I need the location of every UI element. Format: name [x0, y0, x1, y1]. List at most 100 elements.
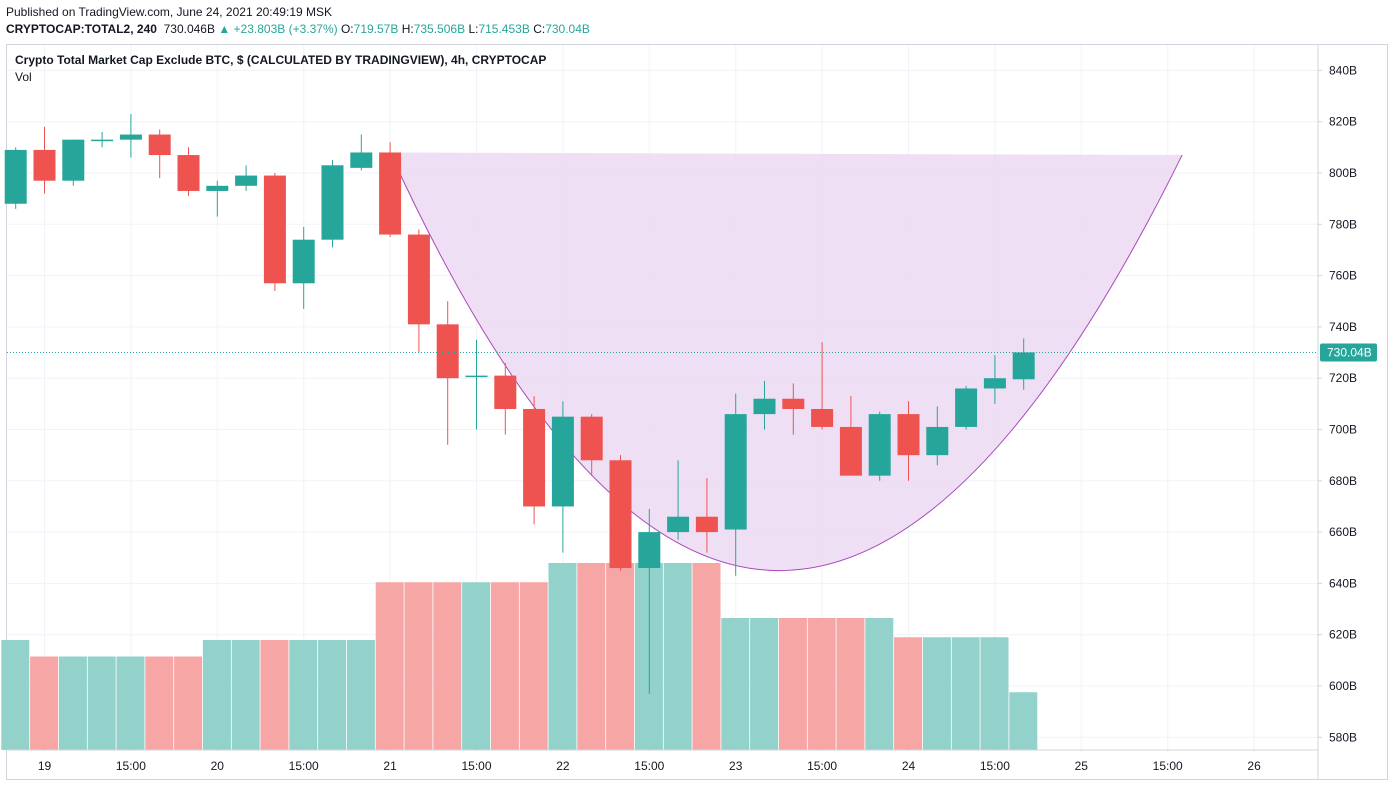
volume-bar — [462, 582, 491, 750]
candle — [839, 396, 862, 476]
price-tick-label: 580B — [1329, 730, 1357, 744]
last-value: 730.046B — [163, 22, 215, 36]
volume-bar — [87, 656, 116, 750]
volume-bar — [490, 582, 519, 750]
time-tick-label: 15:00 — [289, 759, 319, 773]
candle — [551, 401, 574, 553]
volume-bar — [692, 563, 721, 750]
volume-bars — [1, 563, 1038, 750]
candle-body — [839, 426, 862, 476]
candle-body — [436, 324, 459, 379]
chart-frame — [6, 44, 1388, 780]
change-value: ▲ +23.803B (+3.37%) — [218, 22, 338, 36]
candle-body — [868, 414, 891, 476]
candle — [436, 301, 459, 445]
volume-bar — [721, 618, 750, 750]
candle-body — [148, 134, 171, 156]
price-tick-label: 660B — [1329, 525, 1357, 539]
candle — [1012, 338, 1035, 390]
volume-bar — [750, 618, 779, 750]
price-tick-label: 700B — [1329, 423, 1357, 437]
time-tick-label: 19 — [38, 759, 52, 773]
candle-body — [62, 139, 85, 181]
candle — [523, 396, 546, 525]
published-info: Published on TradingView.com, June 24, 2… — [6, 5, 332, 19]
time-tick-label: 15:00 — [1153, 759, 1183, 773]
price-axis: 840B 820B 800B 780B 760B 740B 720B 700B 680B 660B… — [1317, 45, 1377, 779]
candle — [177, 147, 200, 197]
candle-body — [1012, 352, 1035, 380]
volume-bar — [663, 563, 692, 750]
price-tick-label: 680B — [1329, 474, 1357, 488]
time-tick-label: 20 — [211, 759, 225, 773]
candle — [897, 401, 920, 481]
candle — [379, 142, 402, 238]
candle — [782, 383, 805, 435]
price-tick-label: 740B — [1329, 320, 1357, 334]
volume-bar — [346, 640, 375, 750]
candle — [955, 385, 978, 430]
candle — [62, 139, 85, 186]
time-tick-label: 15:00 — [116, 759, 146, 773]
time-tick-label: 15:00 — [461, 759, 491, 773]
candle — [206, 180, 229, 217]
candle-body — [667, 516, 690, 533]
time-axis: 19 15:00 20 15:00 21 15:00 22 15:00 23 15:00 24 15:… — [7, 749, 1318, 773]
price-tick-label: 640B — [1329, 576, 1357, 590]
candle-body — [33, 149, 56, 181]
candle — [235, 165, 258, 191]
close-value: 730.04B — [545, 22, 590, 36]
volume-bar — [606, 563, 635, 750]
volume-bar — [922, 637, 951, 750]
cup-pattern-drawing — [389, 152, 1183, 571]
open-label: O: — [340, 22, 354, 36]
volume-bar — [577, 563, 606, 750]
chart-title: Crypto Total Market Cap Exclude BTC, $ (… — [15, 53, 547, 67]
volume-bar — [58, 656, 87, 750]
candle — [695, 478, 718, 553]
candle-body — [753, 398, 776, 415]
volume-bar — [375, 582, 404, 750]
time-tick-label: 24 — [902, 759, 916, 773]
candle — [667, 460, 690, 540]
candle-body — [4, 149, 27, 204]
candle — [638, 509, 661, 694]
candle-body — [292, 239, 315, 284]
candle-body — [206, 185, 229, 191]
candle — [753, 380, 776, 430]
volume-bar — [145, 656, 174, 750]
time-tick-label: 25 — [1075, 759, 1089, 773]
candle — [119, 114, 142, 158]
time-tick-label: 15:00 — [634, 759, 664, 773]
candle — [926, 406, 949, 466]
candle — [321, 160, 344, 248]
time-tick-label: 21 — [383, 759, 397, 773]
symbol-label: CRYPTOCAP:TOTAL2, 240 — [6, 22, 157, 36]
candle — [609, 455, 632, 571]
candle-body — [638, 532, 661, 569]
candle — [465, 339, 488, 430]
candle — [983, 355, 1006, 404]
candles — [4, 114, 1035, 694]
volume-bar — [951, 637, 980, 750]
candle — [868, 411, 891, 481]
volume-bar — [778, 618, 807, 750]
candle-body — [407, 234, 430, 325]
candle-body — [724, 414, 747, 530]
candle-body — [926, 426, 949, 456]
volume-bar — [433, 582, 462, 750]
high-value: 735.506B — [413, 22, 466, 36]
cup-fill — [390, 152, 1183, 571]
volume-label: Vol — [15, 70, 32, 84]
candle — [811, 342, 834, 430]
volume-bar — [980, 637, 1009, 750]
price-tick-label: 620B — [1329, 628, 1357, 642]
candle — [350, 134, 373, 171]
high-label: H: — [401, 22, 414, 36]
candle — [580, 414, 603, 476]
candle-body — [465, 375, 488, 378]
candle-body — [811, 408, 834, 427]
time-tick-label: 23 — [729, 759, 743, 773]
volume-bar — [807, 618, 836, 750]
